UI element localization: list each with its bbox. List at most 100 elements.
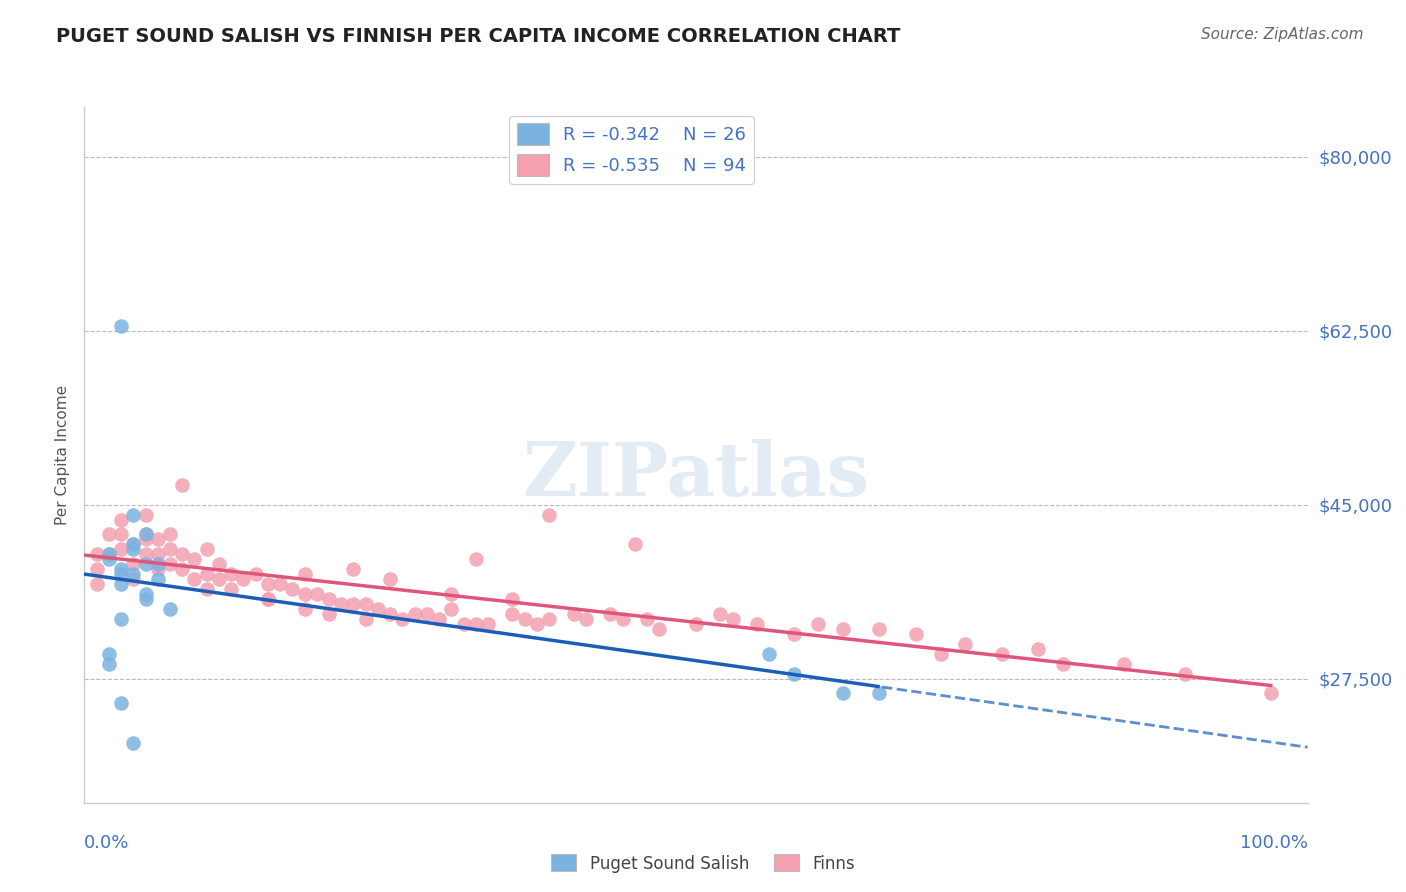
Point (464, 552, 486, 566)
Point (905, 627, 928, 641)
Text: PUGET SOUND SALISH VS FINNISH PER CAPITA INCOME CORRELATION CHART: PUGET SOUND SALISH VS FINNISH PER CAPITA… (56, 27, 901, 45)
Point (122, 537, 145, 551)
Point (257, 592, 280, 607)
Point (538, 612, 561, 626)
Point (122, 537, 145, 551)
Point (404, 607, 426, 621)
Point (1028, 641, 1050, 656)
Point (135, 587, 157, 601)
Point (135, 527, 157, 541)
Point (783, 666, 806, 681)
Point (513, 612, 536, 626)
Point (110, 318, 132, 333)
Point (159, 602, 181, 616)
Point (110, 697, 132, 711)
Point (477, 616, 499, 631)
Point (97, 657, 120, 671)
Text: Source: ZipAtlas.com: Source: ZipAtlas.com (1201, 27, 1364, 42)
Point (122, 736, 145, 750)
Point (97, 527, 120, 541)
Point (636, 612, 658, 626)
Point (612, 612, 634, 626)
Point (526, 616, 548, 631)
Point (501, 607, 523, 621)
Point (122, 567, 145, 582)
Point (146, 547, 169, 561)
Point (354, 612, 377, 626)
Point (146, 562, 169, 576)
Point (97, 547, 120, 561)
Point (97, 552, 120, 566)
Point (294, 567, 316, 582)
Point (257, 577, 280, 591)
Point (427, 612, 450, 626)
Point (146, 572, 169, 586)
Legend: Puget Sound Salish, Finns: Puget Sound Salish, Finns (544, 847, 862, 880)
Text: 100.0%: 100.0% (1240, 834, 1308, 852)
Point (953, 637, 976, 651)
Point (110, 577, 132, 591)
Point (1052, 657, 1074, 671)
Point (183, 552, 205, 566)
Point (122, 542, 145, 557)
Point (86, 547, 108, 561)
Point (440, 587, 463, 601)
Point (195, 542, 218, 557)
Point (159, 558, 181, 572)
Point (624, 537, 647, 551)
Point (831, 686, 853, 700)
Point (562, 607, 585, 621)
Text: 0.0%: 0.0% (84, 834, 129, 852)
Text: ZIPatlas: ZIPatlas (523, 439, 869, 512)
Point (758, 647, 780, 661)
Point (172, 477, 194, 491)
Point (538, 508, 561, 522)
Point (831, 622, 853, 636)
Point (305, 587, 328, 601)
Point (453, 616, 475, 631)
Point (342, 597, 364, 611)
Point (172, 547, 194, 561)
Legend: R = -0.342    N = 26, R = -0.535    N = 94: R = -0.342 N = 26, R = -0.535 N = 94 (509, 116, 754, 184)
Point (257, 592, 280, 607)
Point (380, 572, 402, 586)
Point (195, 582, 218, 596)
Point (783, 627, 806, 641)
Point (195, 567, 218, 582)
Point (464, 616, 486, 631)
Point (110, 612, 132, 626)
Point (135, 533, 157, 547)
Point (1114, 657, 1136, 671)
Point (122, 508, 145, 522)
Point (709, 607, 731, 621)
Point (110, 527, 132, 541)
Point (97, 647, 120, 661)
Point (685, 616, 707, 631)
Point (110, 542, 132, 557)
Point (1174, 666, 1197, 681)
Point (135, 527, 157, 541)
Point (342, 562, 364, 576)
Point (135, 558, 157, 572)
Point (208, 572, 231, 586)
Point (807, 616, 830, 631)
Point (135, 592, 157, 607)
Point (219, 582, 242, 596)
Point (146, 533, 169, 547)
Y-axis label: Per Capita Income: Per Capita Income (55, 384, 70, 525)
Point (380, 607, 402, 621)
Point (599, 607, 621, 621)
Point (391, 612, 413, 626)
Point (648, 622, 671, 636)
Point (219, 567, 242, 582)
Point (135, 508, 157, 522)
Point (869, 686, 891, 700)
Point (367, 602, 389, 616)
Point (110, 512, 132, 526)
Point (172, 562, 194, 576)
Point (281, 582, 304, 596)
Point (159, 542, 181, 557)
Point (440, 602, 463, 616)
Point (245, 567, 267, 582)
Point (232, 572, 254, 586)
